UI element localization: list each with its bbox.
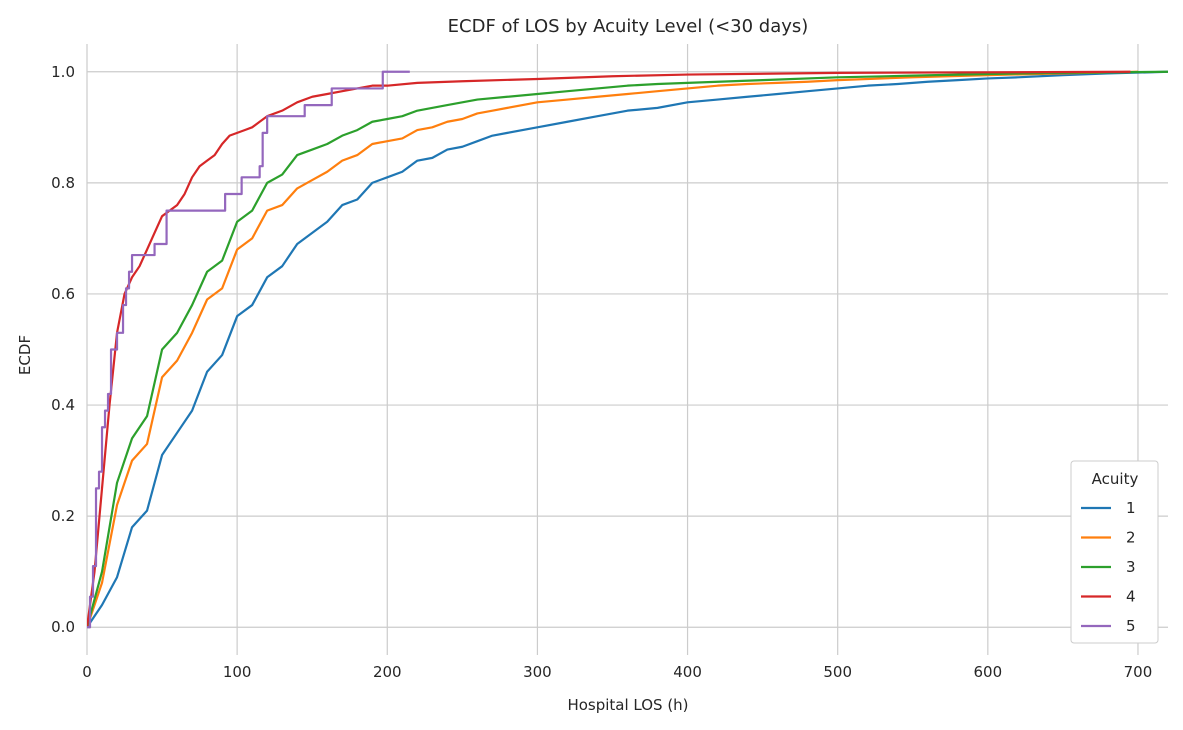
x-axis-label: Hospital LOS (h) — [567, 696, 688, 714]
x-tick-labels: 0 100 200 300 400 500 600 700 — [82, 663, 1152, 681]
series-line-3 — [87, 70, 1168, 628]
y-tick-label: 0.2 — [51, 507, 75, 525]
series-line-2 — [87, 70, 1138, 628]
y-tick-label: 1.0 — [51, 63, 75, 81]
y-tick-label: 0.6 — [51, 285, 75, 303]
chart-title: ECDF of LOS by Acuity Level (<30 days) — [448, 16, 809, 37]
x-tick-label: 100 — [223, 663, 252, 681]
legend-items: 1 2 3 4 5 — [1081, 499, 1136, 635]
x-tick-label: 700 — [1124, 663, 1153, 681]
x-tick-label: 400 — [673, 663, 702, 681]
series-line-4 — [87, 70, 1131, 628]
y-tick-label: 0.0 — [51, 618, 75, 636]
y-tick-label: 0.4 — [51, 396, 75, 414]
legend-label-4: 4 — [1126, 588, 1136, 606]
series-line-1 — [87, 70, 1168, 628]
legend: Acuity 1 2 3 4 5 — [1070, 460, 1159, 644]
x-tick-label: 0 — [82, 663, 92, 681]
x-tick-label: 500 — [823, 663, 852, 681]
legend-label-1: 1 — [1126, 499, 1136, 517]
x-tick-label: 200 — [373, 663, 402, 681]
y-tick-label: 0.8 — [51, 174, 75, 192]
legend-label-3: 3 — [1126, 558, 1136, 576]
series-line-5 — [87, 70, 410, 629]
legend-label-2: 2 — [1126, 529, 1136, 547]
y-axis-label: ECDF — [16, 335, 34, 375]
legend-box — [1070, 460, 1159, 644]
x-tick-label: 300 — [523, 663, 552, 681]
legend-title: Acuity — [1092, 470, 1139, 488]
legend-label-5: 5 — [1126, 617, 1136, 635]
series-layer — [87, 70, 1168, 629]
x-tick-label: 600 — [974, 663, 1003, 681]
y-tick-labels: 0.0 0.2 0.4 0.6 0.8 1.0 — [51, 63, 75, 636]
